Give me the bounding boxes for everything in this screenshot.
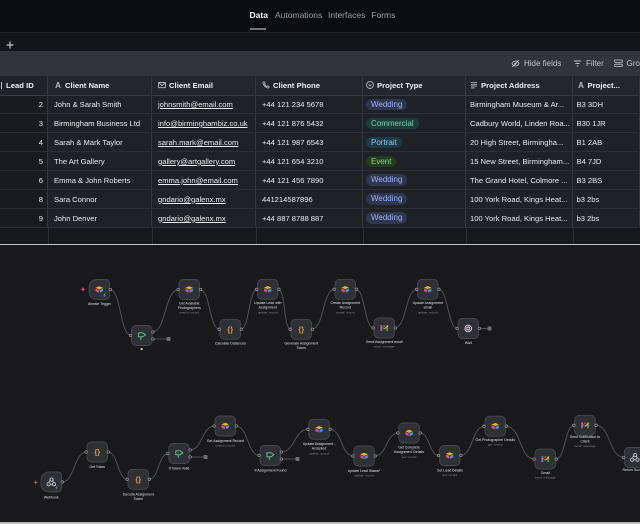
svg-text:Assignment: Assignment <box>259 305 277 309</box>
svg-text:{}: {} <box>94 447 100 456</box>
svg-text:Decode Assignment: Decode Assignment <box>123 492 154 496</box>
svg-text:Update Assignment -: Update Assignment - <box>303 442 336 446</box>
svg-text:{}: {} <box>227 324 233 333</box>
svg-text:Generate Assignment: Generate Assignment <box>284 341 318 345</box>
svg-text:Gmail: Gmail <box>541 471 550 475</box>
svg-text:Get Available: Get Available <box>179 301 200 305</box>
svg-text:Record: Record <box>340 305 351 309</box>
svg-text:get: record: get: record <box>402 454 417 458</box>
svg-text:search: record: search: record <box>179 310 199 314</box>
svg-text:{}: {} <box>298 324 304 333</box>
svg-text:Get Complete: Get Complete <box>398 445 420 449</box>
svg-text:send: message: send: message <box>374 344 395 348</box>
svg-text:Token: Token <box>134 496 143 500</box>
svg-text:Airwise Trigger: Airwise Trigger <box>88 302 112 306</box>
svg-text:Get Token: Get Token <box>89 465 105 469</box>
svg-text:Assignment Details: Assignment Details <box>394 450 424 454</box>
svg-text:update: record: update: record <box>354 473 374 477</box>
svg-text:update: record: update: record <box>309 451 329 455</box>
svg-text:Send Notification to: Send Notification to <box>570 434 600 438</box>
svg-text:Update Lead Status*: Update Lead Status* <box>348 468 381 472</box>
svg-text:{}: {} <box>135 474 141 483</box>
svg-text:If Token Valid: If Token Valid <box>169 466 190 470</box>
svg-text:send: message: send: message <box>575 444 596 448</box>
svg-text:Return Success: Return Success <box>622 468 640 472</box>
svg-text:Calculate Distances: Calculate Distances <box>215 341 246 345</box>
svg-text:get: record: get: record <box>488 442 503 446</box>
svg-text:Accepted: Accepted <box>312 446 327 450</box>
svg-text:Wait: Wait <box>465 341 472 345</box>
svg-text:search: record: search: record <box>215 443 235 447</box>
svg-text:Create Assignment: Create Assignment <box>331 301 361 305</box>
svg-text:update: record: update: record <box>418 310 438 314</box>
svg-text:Photographers: Photographers <box>178 305 201 309</box>
svg-text:Send Assignment email: Send Assignment email <box>366 339 403 343</box>
svg-text:update: record: update: record <box>258 310 278 314</box>
svg-text:create: record: create: record <box>336 310 355 314</box>
svg-text:Get Assignment Record: Get Assignment Record <box>207 438 244 442</box>
svg-text:Update Assignment: Update Assignment <box>413 301 443 305</box>
svg-text:get: record: get: record <box>442 473 457 477</box>
svg-text:Get Photographer Details: Get Photographer Details <box>476 437 516 441</box>
svg-text:If Assignment Found: If Assignment Found <box>255 468 287 472</box>
svg-text:Webhook: Webhook <box>44 495 59 499</box>
svg-text:A: A <box>55 81 61 89</box>
svg-text:send: message: send: message <box>535 475 556 479</box>
svg-text:email: email <box>424 305 433 309</box>
svg-text:A: A <box>578 81 584 89</box>
svg-text:Client: Client <box>581 439 590 443</box>
svg-text:Update Lead with: Update Lead with <box>254 301 281 305</box>
svg-text:Token: Token <box>297 345 306 349</box>
svg-text:Get Lead Details: Get Lead Details <box>437 468 463 472</box>
